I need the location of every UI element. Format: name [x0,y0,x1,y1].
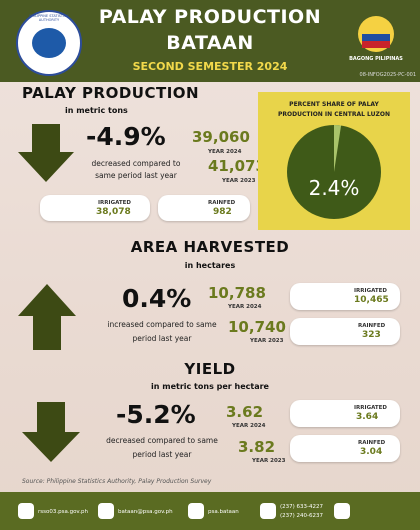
irrigated-label: IRRIGATED [354,288,387,294]
irrigated-label: IRRIGATED [354,405,387,411]
current-label: YEAR 2024 [228,304,262,310]
irrigated-label: IRRIGATED [98,200,131,206]
title: PALAY PRODUCTION [98,6,322,28]
irrigated-card: IRRIGATED 10,465 [290,283,400,310]
current-value: 10,788 [208,284,266,302]
flag-blue [362,34,390,41]
rainfed-value: 3.04 [360,447,383,457]
irrigated-card: IRRIGATED 3.64 [290,400,400,427]
previous-value: 10,740 [228,318,286,336]
facebook-icon [188,503,204,519]
phone: (237) 240-6237 [280,513,324,519]
arrow-shape [22,402,80,462]
section-unit: in hectares [184,261,236,270]
previous-label: YEAR 2023 [252,458,286,464]
irrigated-value: 3.64 [356,412,379,422]
current-value: 39,060 [192,128,250,146]
section-heading: YIELD [184,360,236,378]
phone-icon [260,503,276,519]
rainfed-label: RAINFED [358,323,386,329]
logo-globe [32,28,66,58]
arrow-shape [18,284,76,350]
rainfed-card: RAINFED 323 [290,318,400,345]
current-label: YEAR 2024 [208,149,242,155]
change: -5.2% [116,400,196,429]
share-title: PERCENT SHARE OF PALAY PRODUCTION IN CEN… [278,101,390,118]
arrow-shape [18,124,74,182]
rainfed-card: RAINFED 982 [158,195,250,221]
footer: rsso03.psa.gov.ph bataan@psa.gov.ph psa.… [0,492,420,530]
website: rsso03.psa.gov.ph [38,509,88,515]
location-icon [334,503,350,519]
previous-label: YEAR 2023 [222,178,256,184]
share-label: 2.4% [308,176,360,200]
source: Source: Philippine Statistics Authority,… [22,478,212,485]
brand-name: BAGONG PILIPINAS [349,56,403,62]
rainfed-value: 982 [213,207,232,217]
rainfed-label: RAINFED [208,200,236,206]
flag-red [362,41,390,48]
rainfed-value: 323 [362,330,381,340]
irrigated-value: 38,078 [96,207,131,217]
change-note: increased compared to same period last y… [107,320,217,343]
section-heading: PALAY PRODUCTION [22,84,200,102]
doc-code: 08-INFOG2025-PC-001 [359,72,416,78]
pie-slice [334,125,342,172]
rainfed-card: RAINFED 3.04 [290,435,400,462]
share-box: PERCENT SHARE OF PALAY PRODUCTION IN CEN… [258,92,410,230]
facebook: psa.bataan [208,509,239,515]
current-value: 3.62 [226,403,264,421]
arrow-up [18,284,76,350]
change: 0.4% [122,284,192,313]
irrigated-value: 10,465 [354,295,389,305]
period: SECOND SEMESTER 2024 [132,60,288,73]
rainfed-label: RAINFED [358,440,386,446]
arrow-down [22,402,80,462]
previous-value: 3.82 [238,438,276,456]
phone: (237) 633-4227 [280,504,324,510]
previous-label: YEAR 2023 [250,338,284,344]
agency-logo: PHILIPPINE STATISTICS AUTHORITY [16,10,82,76]
location: BATAAN [166,32,254,54]
current-label: YEAR 2024 [232,423,266,429]
change-note: decreased compared to same period last y… [91,159,181,180]
change: -4.9% [86,122,166,151]
change-note: decreased compared to same period last y… [106,436,218,459]
brand-logo [358,16,394,52]
section-unit: in metric tons per hectare [151,382,269,391]
section-unit: in metric tons [65,106,128,115]
irrigated-card: IRRIGATED 38,078 [40,195,150,221]
mail-icon [98,503,114,519]
previous-value: 41,073 [208,157,266,175]
section-heading: AREA HARVESTED [130,238,290,256]
arrow-down [18,124,74,182]
web-icon [18,503,34,519]
pie-chart [287,125,381,219]
email: bataan@psa.gov.ph [118,509,173,515]
agency-name: PHILIPPINE STATISTICS AUTHORITY [29,14,69,22]
